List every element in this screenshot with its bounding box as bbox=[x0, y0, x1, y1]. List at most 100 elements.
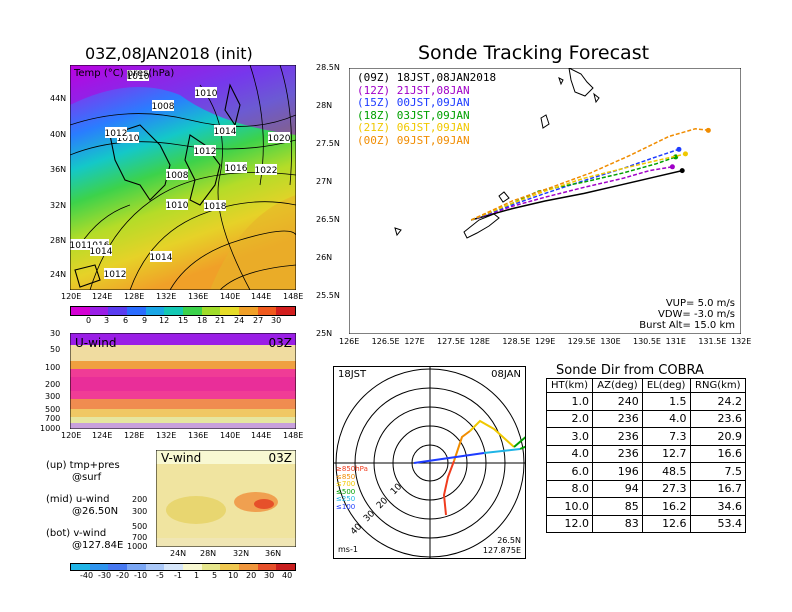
wind-colorbar bbox=[70, 563, 296, 571]
level-legend-entry: ≤100 bbox=[336, 502, 356, 511]
cbar-tick: 9 bbox=[142, 316, 148, 325]
profile-seg-250 bbox=[483, 448, 521, 454]
isobar-label: 1016 bbox=[225, 162, 248, 174]
wind-colorbar-swatch bbox=[257, 564, 277, 570]
wind-colorbar-swatch bbox=[239, 564, 258, 570]
lon-tick: 140E bbox=[220, 292, 241, 301]
note-mid: (mid) u-wind bbox=[46, 494, 110, 505]
island-coast bbox=[394, 227, 402, 237]
cbar-tick: 3 bbox=[104, 316, 110, 325]
x-tick-label: 126E bbox=[339, 337, 360, 346]
track-line bbox=[470, 169, 683, 221]
temp-colorbar-swatch bbox=[127, 307, 146, 315]
track-endpoint bbox=[673, 154, 679, 160]
polar-plot: 10 20 30 40 bbox=[334, 367, 536, 558]
lon-tick: 132E bbox=[156, 431, 177, 440]
table-cell: 240 bbox=[592, 392, 643, 411]
ring-label: 40 bbox=[349, 522, 364, 537]
p-tick: 500 bbox=[132, 522, 148, 531]
p-tick: 200 bbox=[45, 380, 61, 389]
lat-tick: 32N bbox=[233, 549, 250, 558]
table-cell: 34.6 bbox=[689, 497, 747, 516]
track-chart: (09Z) 18JST,08JAN2018 (12Z) 21JST,08JAN (1… bbox=[348, 67, 742, 335]
temp-colorbar-swatch bbox=[164, 307, 184, 315]
table-cell: 83 bbox=[592, 514, 643, 533]
okinawa-coast bbox=[463, 213, 500, 239]
table-cell: 12.7 bbox=[641, 444, 691, 463]
y-tick-label: 28.5N bbox=[316, 63, 340, 72]
table-cell: 6.0 bbox=[545, 462, 594, 481]
map-label: Temp (°C) pres(hPa) bbox=[74, 68, 175, 79]
kyushu-coast bbox=[568, 67, 594, 97]
lon-tick: 120E bbox=[61, 431, 82, 440]
lon-tick: 140E bbox=[220, 431, 241, 440]
track-legend-entry: (18Z) 03JST,09JAN bbox=[357, 108, 470, 122]
svg-text:1014: 1014 bbox=[214, 127, 237, 137]
isobar-label: 1018 bbox=[70, 239, 93, 251]
island-coast bbox=[593, 92, 600, 104]
table-cell: 16.2 bbox=[641, 497, 691, 516]
svg-text:1012: 1012 bbox=[194, 147, 217, 157]
svg-text:1014: 1014 bbox=[90, 247, 113, 257]
col-header: HT(km) bbox=[545, 378, 594, 393]
ring-label: 20 bbox=[375, 496, 390, 511]
cbar-tick: 20 bbox=[246, 571, 257, 580]
cbar-tick: -40 bbox=[80, 571, 94, 580]
lat-tick: 24N bbox=[50, 270, 67, 279]
uwind-label: U-wind bbox=[75, 336, 117, 350]
track-legend-entry: (00Z) 09JST,09JAN bbox=[357, 133, 470, 147]
uwind-cross-section bbox=[69, 332, 297, 430]
svg-text:1010: 1010 bbox=[117, 134, 140, 144]
level-legend-entry: ≤850 bbox=[336, 472, 356, 481]
cbar-tick: 6 bbox=[123, 316, 129, 325]
cbar-tick: 1 bbox=[194, 571, 200, 580]
table-cell: 236 bbox=[592, 427, 643, 446]
table-cell: 94 bbox=[592, 479, 643, 498]
temp-colorbar-swatch bbox=[71, 307, 90, 315]
note-mid2: @26.50N bbox=[72, 506, 119, 517]
p-tick: 1000 bbox=[40, 424, 61, 433]
table-cell: 236 bbox=[592, 444, 643, 463]
isobar-label: 1010 bbox=[195, 87, 218, 99]
track-legend-entry: (15Z) 00JST,09JAN bbox=[357, 96, 470, 109]
track-endpoint bbox=[705, 127, 711, 133]
cbar-tick: 24 bbox=[234, 316, 245, 325]
isobar-label: 1010 bbox=[117, 132, 140, 144]
x-tick-label: 131E bbox=[665, 337, 686, 346]
isobar-label: 1020 bbox=[268, 132, 291, 144]
svg-text:1010: 1010 bbox=[195, 89, 218, 99]
table-cell: 48.5 bbox=[641, 462, 691, 481]
profile-seg-850 bbox=[453, 430, 471, 462]
isobar-label: 1014 bbox=[150, 251, 173, 263]
lon-tick: 148E bbox=[283, 431, 304, 440]
polar-unit: ms-1 bbox=[338, 545, 358, 554]
table-cell: 196 bbox=[592, 462, 643, 481]
table-cell: 8.0 bbox=[545, 479, 594, 498]
y-tick-label: 26.5N bbox=[316, 215, 340, 224]
polar-lat: 26.5N bbox=[497, 536, 521, 545]
table-row: 1.0 240 1.5 24.2 bbox=[545, 392, 747, 411]
sonde-table-title: Sonde Dir from COBRA bbox=[556, 363, 704, 378]
cbar-tick: 5 bbox=[212, 571, 218, 580]
isobar-label: 1012 bbox=[194, 145, 217, 157]
isobar-label: 1022 bbox=[255, 164, 277, 176]
temp-colorbar bbox=[70, 306, 296, 316]
cbar-tick: -30 bbox=[98, 571, 112, 580]
main-title: Sonde Tracking Forecast bbox=[418, 42, 650, 64]
table-cell: 12.0 bbox=[545, 514, 594, 533]
wind-colorbar-swatch bbox=[145, 564, 165, 570]
cbar-tick: 27 bbox=[253, 316, 264, 325]
y-tick-label: 27N bbox=[316, 177, 333, 186]
uwind-panel: U-wind 03Z bbox=[69, 332, 297, 430]
vwind-cross-section bbox=[155, 449, 297, 548]
p-tick: 700 bbox=[132, 533, 148, 542]
cbar-tick: -10 bbox=[134, 571, 148, 580]
track-y-ticks: 25N 25.5N 26N 26.5N 27N 27.5N 28N 28.5N bbox=[316, 62, 348, 340]
temp-colorbar-ticks: 0 3 6 9 12 15 18 21 24 27 30 bbox=[70, 316, 296, 326]
note-bot: (bot) v-wind bbox=[46, 528, 107, 539]
temp-colorbar-swatch bbox=[183, 307, 202, 315]
svg-text:1010: 1010 bbox=[166, 201, 189, 211]
lon-tick: 144E bbox=[251, 292, 272, 301]
p-tick: 700 bbox=[45, 414, 61, 423]
wind-colorbar-swatch bbox=[164, 564, 184, 570]
